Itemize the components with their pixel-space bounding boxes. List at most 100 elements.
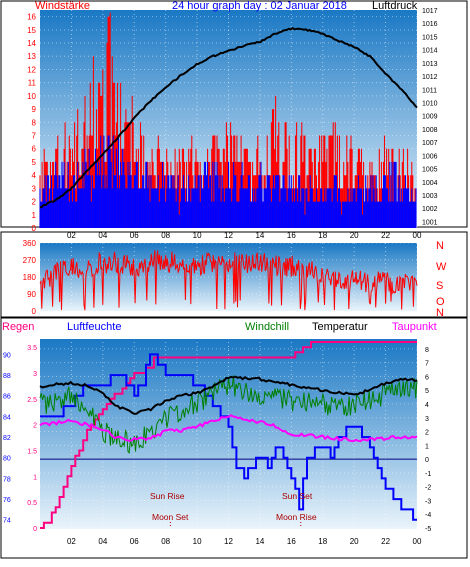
wind-direction-line: [39, 250, 418, 311]
dewpoint-label: Taupunkt: [392, 321, 437, 333]
direction-y-tick: 360: [23, 239, 37, 248]
climate-panel: [0, 317, 468, 559]
wind-y-tick: 14: [27, 39, 36, 48]
rain-y-tick: 2: [33, 423, 37, 430]
direction-y-tick: 0: [32, 307, 37, 316]
pressure-y-tick: 1005: [422, 167, 438, 174]
wind-y-tick: 4: [32, 171, 37, 180]
moon-set-label: Moon Set: [152, 512, 189, 522]
windchill-line: [39, 375, 418, 454]
pressure-y-tick: 1006: [422, 153, 438, 160]
wind-x-tick: 00: [413, 231, 422, 240]
rain-y-tick: 1.5: [27, 449, 37, 456]
pressure-y-tick: 1012: [422, 74, 438, 81]
wind-y-tick: 6: [32, 145, 37, 154]
temp-y-tick: -5: [425, 526, 431, 533]
compass-label: S: [436, 280, 443, 292]
temp-y-tick: 6: [425, 374, 429, 381]
pressure-y-tick: 1004: [422, 180, 438, 187]
pressure-y-tick: 1001: [422, 219, 438, 226]
wind-y-tick: 13: [27, 52, 36, 61]
wind-y-tick: 5: [32, 158, 37, 167]
temperature-label: Temperatur: [312, 321, 368, 333]
temp-y-tick: 3: [425, 416, 429, 423]
chart-title: 24 hour graph day : 02 Januar 2018: [172, 0, 347, 12]
temp-y-tick: 7: [425, 361, 429, 368]
direction-y-tick: 90: [27, 290, 36, 299]
wind-x-tick: 10: [193, 231, 202, 240]
humidity-y-tick: 90: [3, 352, 11, 359]
climate-x-tick: 18: [318, 537, 327, 546]
wind-average-bars: [39, 135, 417, 228]
sun-rise-label: Sun Rise: [150, 491, 185, 501]
climate-x-tick: 16: [287, 537, 296, 546]
humidity-y-tick: 84: [3, 414, 11, 421]
compass-label: W: [436, 261, 447, 273]
compass-label: N: [436, 240, 444, 252]
wind-y-tick: 16: [27, 13, 36, 22]
wind-y-tick: 15: [27, 26, 36, 35]
humidity-y-tick: 76: [3, 497, 11, 504]
wind-x-tick: 04: [98, 231, 107, 240]
temp-y-tick: 1: [425, 443, 429, 450]
climate-x-tick: 02: [67, 537, 76, 546]
pressure-label: Luftdruck: [372, 0, 418, 12]
temp-y-tick: 5: [425, 388, 429, 395]
rain-line: [40, 341, 417, 529]
rain-y-tick: 0: [33, 526, 37, 533]
wind-y-tick: 8: [32, 118, 37, 127]
pressure-y-tick: 1017: [422, 8, 438, 15]
pressure-y-tick: 1015: [422, 34, 438, 41]
humidity-y-tick: 88: [3, 373, 11, 380]
humidity-y-tick: 86: [3, 394, 11, 401]
wind-x-tick: 06: [130, 231, 139, 240]
sun-set-label: Sun Set: [282, 491, 313, 501]
humidity-label: Luftfeuchte: [67, 321, 121, 333]
rain-y-tick: 3.5: [27, 345, 37, 352]
rain-y-tick: 2.5: [27, 397, 37, 404]
wind-x-tick: 22: [381, 231, 390, 240]
climate-x-tick: 00: [413, 537, 422, 546]
wind-x-tick: 16: [287, 231, 296, 240]
moon-rise-label: Moon Rise: [276, 512, 317, 522]
humidity-y-tick: 74: [3, 518, 11, 525]
temp-y-tick: -2: [425, 485, 431, 492]
humidity-line: [40, 353, 417, 521]
pressure-y-tick: 1014: [422, 48, 438, 55]
direction-series: [39, 250, 418, 311]
wind-y-tick: 11: [28, 79, 37, 88]
wind-x-tick: 08: [161, 231, 170, 240]
temp-y-tick: -1: [425, 471, 431, 478]
compass-label: N: [436, 307, 444, 319]
wind-y-tick: 0: [32, 224, 37, 233]
pressure-y-tick: 1003: [422, 193, 438, 200]
temp-y-tick: 8: [425, 347, 429, 354]
climate-series: [39, 341, 418, 529]
climate-x-tick: 12: [224, 537, 233, 546]
humidity-y-tick: 80: [3, 456, 11, 463]
climate-x-tick: 08: [161, 537, 170, 546]
temp-y-tick: -4: [425, 512, 431, 519]
wind-x-tick: 14: [255, 231, 264, 240]
rain-y-tick: 1: [33, 474, 37, 481]
climate-x-tick: 22: [381, 537, 390, 546]
temp-y-tick: -3: [425, 498, 431, 505]
wind-y-tick: 12: [27, 65, 36, 74]
wind-y-tick: 1: [32, 211, 37, 220]
temp-y-tick: 2: [425, 430, 429, 437]
pressure-y-tick: 1013: [422, 61, 438, 68]
pressure-line: [39, 26, 418, 209]
humidity-y-tick: 78: [3, 476, 11, 483]
wind-x-tick: 20: [350, 231, 359, 240]
rain-label: Regen: [2, 321, 34, 333]
pressure-y-tick: 1007: [422, 140, 438, 147]
pressure-y-tick: 1002: [422, 206, 438, 213]
climate-x-tick: 20: [350, 537, 359, 546]
pressure-y-tick: 1009: [422, 114, 438, 121]
wind-y-tick: 2: [32, 198, 37, 207]
windchill-label: Windchill: [245, 321, 289, 333]
wind-y-tick: 10: [27, 92, 36, 101]
climate-x-tick: 10: [193, 537, 202, 546]
